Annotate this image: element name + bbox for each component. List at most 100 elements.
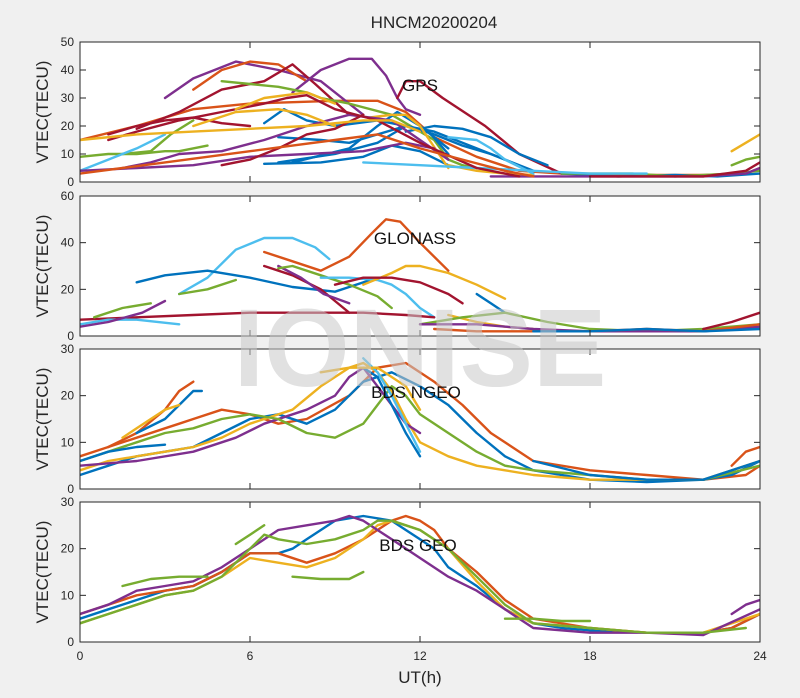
series-line-bds-geo-10 bbox=[730, 598, 760, 616]
series-line-gps-32 bbox=[192, 107, 337, 128]
y-tick-label-bds-ngeo: 0 bbox=[67, 482, 74, 496]
series-line-glonass-21 bbox=[532, 327, 760, 333]
y-axis-label-gps: VTEC(TECU) bbox=[33, 61, 52, 164]
series-line-gps-13 bbox=[263, 144, 450, 167]
y-tick-label-glonass: 60 bbox=[61, 189, 75, 203]
x-tick-label: 24 bbox=[753, 649, 767, 663]
panel-bds-ngeo: 0 10 20 30 VTEC(TECU) BDS NGEO bbox=[33, 342, 761, 496]
series-line-bds-geo-6 bbox=[121, 575, 209, 588]
series-line-gps-34 bbox=[80, 119, 422, 142]
series-line-glonass-5 bbox=[277, 264, 351, 305]
series-line-gps-7 bbox=[220, 79, 492, 173]
series-line-bds-geo-9 bbox=[503, 617, 592, 623]
panel-label-bds-ngeo: BDS NGEO bbox=[371, 383, 461, 402]
series-line-gps-33 bbox=[234, 91, 337, 111]
y-tick-label-glonass: 20 bbox=[61, 282, 75, 296]
series-line-gps-15 bbox=[367, 113, 450, 170]
series-line-gps-30 bbox=[107, 116, 252, 136]
series-line-gps-31 bbox=[588, 161, 760, 178]
y-tick-label-glonass: 40 bbox=[61, 236, 75, 250]
series-line-gps-5 bbox=[291, 57, 422, 117]
y-tick-label-gps: 40 bbox=[61, 63, 75, 77]
y-tick-label-bds-ngeo: 20 bbox=[61, 389, 75, 403]
panel-label-bds-geo: BDS GEO bbox=[379, 536, 456, 555]
series-line-gps-28 bbox=[107, 93, 521, 178]
y-axis-label-bds-ngeo: VTEC(TECU) bbox=[33, 368, 52, 471]
series-line-bds-geo-8 bbox=[234, 524, 266, 546]
series-line-gps-23 bbox=[447, 135, 535, 175]
series-line-glonass-16 bbox=[475, 292, 507, 314]
series-line-gps-8 bbox=[263, 107, 535, 173]
series-line-glonass-10 bbox=[80, 311, 436, 321]
x-tick-label: 6 bbox=[247, 649, 254, 663]
series-group-bds-ngeo bbox=[80, 357, 760, 484]
series-line-bds-ngeo-11 bbox=[121, 403, 181, 439]
plot-area-bds-geo bbox=[80, 502, 760, 642]
series-line-glonass-11 bbox=[80, 318, 181, 326]
series-line-gps-18 bbox=[80, 144, 209, 159]
series-line-bds-ngeo-13 bbox=[532, 459, 760, 481]
series-line-glonass-2 bbox=[135, 269, 379, 293]
y-tick-label-gps: 30 bbox=[61, 91, 75, 105]
y-tick-label-bds-geo: 0 bbox=[67, 635, 74, 649]
series-line-glonass-1 bbox=[177, 236, 331, 296]
series-line-glonass-12 bbox=[80, 299, 167, 328]
figure-title: HNCM20200204 bbox=[371, 13, 498, 32]
series-line-gps-29 bbox=[220, 113, 365, 167]
y-tick-label-gps: 0 bbox=[67, 175, 74, 189]
series-line-bds-ngeo-7 bbox=[362, 366, 422, 458]
series-line-bds-ngeo-8 bbox=[319, 366, 422, 411]
series-line-glonass-20 bbox=[702, 311, 760, 331]
x-axis-label: UT(h) bbox=[398, 668, 441, 687]
series-line-glonass-17 bbox=[418, 311, 760, 333]
y-tick-label-bds-ngeo: 10 bbox=[61, 435, 75, 449]
series-line-gps-9 bbox=[404, 124, 549, 167]
series-line-bds-ngeo-12 bbox=[80, 443, 167, 463]
series-line-glonass-14 bbox=[177, 278, 238, 296]
y-tick-label-bds-geo: 20 bbox=[61, 542, 75, 556]
series-line-glonass-13 bbox=[92, 302, 153, 319]
series-line-bds-ngeo-14 bbox=[730, 445, 760, 467]
y-tick-label-bds-geo: 30 bbox=[61, 495, 75, 509]
watermark: IONISE bbox=[234, 287, 607, 410]
series-line-gps-26 bbox=[80, 141, 436, 173]
series-line-gps-25 bbox=[121, 113, 450, 170]
x-tick-label: 18 bbox=[583, 649, 597, 663]
x-tick-label: 0 bbox=[77, 649, 84, 663]
series-line-gps-19 bbox=[121, 119, 195, 156]
series-group-gps bbox=[80, 57, 760, 178]
series-line-glonass-6 bbox=[277, 264, 393, 310]
series-line-gps-24 bbox=[362, 161, 648, 175]
series-line-bds-ngeo-5 bbox=[80, 385, 760, 481]
y-axis-label-glonass: VTEC(TECU) bbox=[33, 215, 52, 318]
y-tick-label-bds-ngeo: 30 bbox=[61, 342, 75, 356]
series-line-gps-17 bbox=[730, 133, 760, 153]
series-line-gps-35 bbox=[80, 133, 535, 178]
series-line-gps-3 bbox=[192, 60, 308, 91]
series-line-glonass-4 bbox=[263, 264, 351, 314]
series-line-glonass-3 bbox=[263, 218, 450, 272]
panel-bds-geo: 0 10 20 30 0 6 12 18 24 VTEC(TECU) BDS GEO bbox=[33, 495, 767, 663]
y-tick-label-gps: 10 bbox=[61, 147, 75, 161]
panel-label-gps: GPS bbox=[402, 76, 438, 95]
series-line-glonass-9 bbox=[333, 276, 464, 305]
panel-label-glonass: GLONASS bbox=[374, 229, 456, 248]
y-tick-label-bds-geo: 10 bbox=[61, 588, 75, 602]
series-line-glonass-7 bbox=[319, 276, 436, 319]
y-tick-label-gps: 20 bbox=[61, 119, 75, 133]
series-line-gps-4 bbox=[135, 63, 351, 131]
y-tick-label-gps: 50 bbox=[61, 35, 75, 49]
series-line-gps-22 bbox=[80, 133, 167, 173]
y-axis-label-bds-geo: VTEC(TECU) bbox=[33, 521, 52, 624]
series-line-glonass-8 bbox=[362, 264, 507, 300]
x-tick-label: 12 bbox=[413, 649, 427, 663]
series-line-gps-2 bbox=[163, 60, 365, 117]
panel-gps: 0 10 20 30 40 50 VTEC(TECU) GPS bbox=[33, 35, 761, 189]
y-tick-label-glonass: 0 bbox=[67, 329, 74, 343]
panel-glonass: 0 20 40 60 VTEC(TECU) GLONASS bbox=[33, 189, 761, 343]
series-line-bds-geo-7 bbox=[291, 570, 365, 581]
series-line-bds-geo-5 bbox=[80, 519, 747, 634]
series-line-bds-geo-4 bbox=[80, 514, 760, 637]
